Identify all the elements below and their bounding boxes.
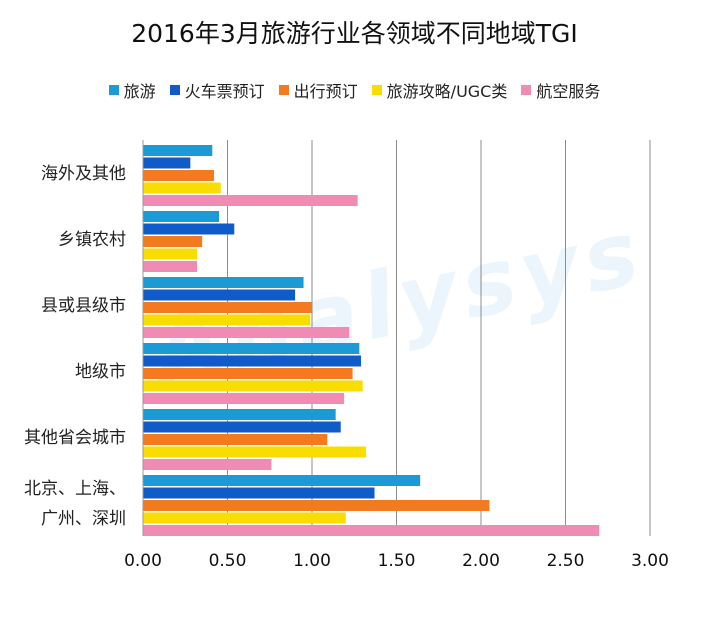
bar-6-series-5: [143, 525, 600, 536]
bar-6-series-1: [143, 475, 421, 486]
bar-5-series-3: [143, 434, 328, 445]
legend-label-5: 航空服务: [536, 82, 601, 101]
legend: 旅游 火车票预订 出行预订 旅游攻略/UGC类 航空服务: [0, 78, 709, 102]
bar-5-series-5: [143, 459, 272, 470]
bar-4-series-1: [143, 343, 360, 354]
bar-5-series-1: [143, 409, 336, 420]
category-label-4: 地级市: [75, 362, 126, 382]
bar-1-series-1: [143, 145, 213, 156]
x-tick-label-3: 1.50: [378, 551, 416, 571]
category-label-2: 乡镇农村: [58, 230, 126, 250]
legend-item-4: 旅游攻略/UGC类: [371, 78, 508, 102]
legend-item-2: 火车票预订: [169, 78, 265, 102]
bar-3-series-1: [143, 277, 304, 288]
bar-4-series-2: [143, 355, 362, 367]
legend-item-3: 出行预订: [278, 78, 358, 102]
bar-5-series-4: [143, 446, 367, 458]
legend-swatch-5: [521, 85, 532, 95]
x-tick-label-6: 3.00: [631, 551, 669, 571]
category-label-6-line-1: 北京、上海、: [24, 479, 126, 499]
bar-4-series-3: [143, 368, 353, 379]
x-tick-label-4: 2.00: [462, 551, 500, 571]
bar-2-series-1: [143, 211, 220, 222]
bar-3-series-3: [143, 302, 312, 313]
x-tick-label-0: 0.00: [124, 551, 162, 571]
category-label-5: 其他省会城市: [24, 428, 126, 448]
legend-label-3: 出行预订: [293, 82, 358, 101]
legend-label-1: 旅游: [123, 82, 156, 101]
bar-1-series-2: [143, 157, 191, 169]
bar-2-series-3: [143, 236, 203, 247]
x-tick-label-1: 0.50: [209, 551, 247, 571]
category-label-1: 海外及其他: [41, 164, 126, 184]
legend-swatch-2: [169, 85, 180, 95]
legend-label-4: 旅游攻略/UGC类: [386, 82, 508, 101]
legend-label-2: 火车票预订: [184, 82, 265, 101]
legend-item-1: 旅游: [108, 78, 156, 102]
bar-1-series-4: [143, 182, 221, 194]
x-tick-label-5: 2.50: [547, 551, 585, 571]
legend-swatch-4: [371, 85, 382, 95]
bar-6-series-3: [143, 500, 490, 511]
bar-4-series-4: [143, 380, 363, 392]
legend-swatch-1: [108, 85, 119, 95]
bar-1-series-3: [143, 170, 214, 181]
bar-4-series-5: [143, 393, 345, 404]
category-label-6-line-2: 广州、深圳: [41, 509, 126, 529]
bar-2-series-4: [143, 248, 198, 260]
bar-1-series-5: [143, 195, 358, 206]
bar-6-series-2: [143, 487, 375, 499]
bar-2-series-2: [143, 223, 235, 235]
bar-6-series-4: [143, 512, 346, 524]
bar-2-series-5: [143, 261, 198, 272]
bar-5-series-2: [143, 421, 341, 433]
category-label-3: 县或县级市: [41, 296, 126, 316]
bar-3-series-5: [143, 327, 350, 338]
chart-title: 2016年3月旅游行业各领域不同地域TGI: [131, 19, 578, 48]
bar-3-series-2: [143, 289, 296, 301]
x-tick-label-2: 1.00: [293, 551, 331, 571]
legend-item-5: 航空服务: [521, 78, 600, 102]
legend-swatch-3: [278, 85, 289, 95]
bar-3-series-4: [143, 314, 311, 326]
